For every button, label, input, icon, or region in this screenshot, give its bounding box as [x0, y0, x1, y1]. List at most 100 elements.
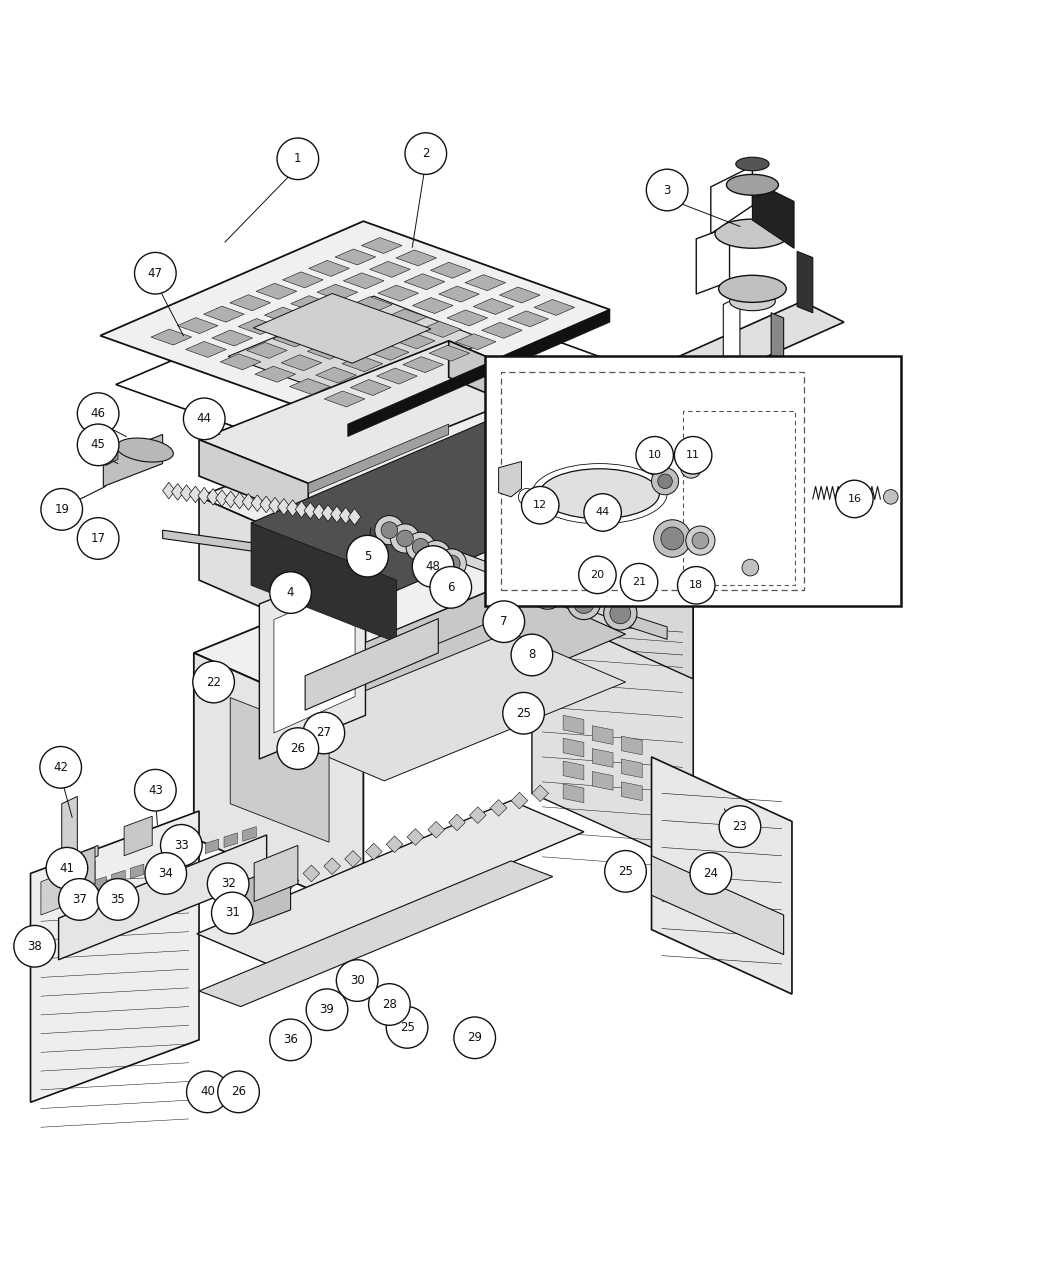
Polygon shape — [299, 320, 340, 335]
Polygon shape — [194, 653, 363, 912]
Circle shape — [307, 989, 347, 1031]
Text: 12: 12 — [533, 500, 548, 510]
Polygon shape — [711, 166, 752, 234]
Circle shape — [567, 586, 601, 619]
Circle shape — [208, 864, 249, 905]
Polygon shape — [626, 613, 668, 640]
Polygon shape — [112, 870, 125, 885]
Polygon shape — [205, 839, 219, 853]
Polygon shape — [229, 294, 270, 311]
Circle shape — [368, 984, 410, 1025]
Text: 29: 29 — [467, 1032, 482, 1045]
Circle shape — [675, 437, 712, 474]
Circle shape — [658, 474, 673, 488]
Polygon shape — [324, 391, 365, 407]
Polygon shape — [405, 274, 444, 289]
Ellipse shape — [715, 220, 790, 248]
Circle shape — [14, 925, 55, 968]
Text: 32: 32 — [221, 878, 236, 891]
Circle shape — [636, 437, 674, 474]
Polygon shape — [251, 495, 264, 511]
Circle shape — [511, 635, 553, 676]
Text: 26: 26 — [290, 743, 306, 756]
Polygon shape — [386, 837, 403, 853]
Text: 8: 8 — [528, 649, 536, 662]
Circle shape — [835, 481, 873, 518]
Polygon shape — [220, 894, 237, 911]
Polygon shape — [103, 434, 163, 487]
Text: 39: 39 — [319, 1004, 335, 1016]
Polygon shape — [622, 736, 642, 754]
Text: 37: 37 — [72, 893, 87, 906]
Text: 5: 5 — [364, 550, 371, 563]
Polygon shape — [149, 858, 163, 873]
Polygon shape — [254, 846, 298, 902]
Polygon shape — [309, 261, 349, 276]
Polygon shape — [622, 759, 642, 777]
Circle shape — [518, 488, 535, 505]
Text: 11: 11 — [686, 450, 700, 460]
Polygon shape — [448, 341, 553, 421]
Bar — [501, 373, 804, 591]
Polygon shape — [377, 368, 417, 384]
Polygon shape — [93, 876, 106, 891]
Polygon shape — [283, 873, 299, 889]
Polygon shape — [194, 519, 694, 727]
Circle shape — [686, 526, 715, 555]
Polygon shape — [199, 341, 553, 483]
Polygon shape — [305, 502, 317, 519]
Polygon shape — [448, 815, 465, 831]
Polygon shape — [429, 346, 469, 361]
Polygon shape — [412, 298, 453, 314]
Polygon shape — [369, 261, 410, 278]
Circle shape — [304, 712, 344, 754]
Circle shape — [396, 531, 413, 547]
Polygon shape — [343, 272, 384, 289]
Circle shape — [483, 601, 525, 642]
Polygon shape — [447, 310, 488, 326]
Polygon shape — [622, 781, 642, 801]
Polygon shape — [592, 749, 613, 767]
Circle shape — [41, 488, 82, 531]
Circle shape — [40, 747, 81, 788]
Circle shape — [681, 457, 702, 478]
Circle shape — [97, 879, 139, 920]
Polygon shape — [592, 771, 613, 790]
Polygon shape — [534, 299, 575, 315]
Polygon shape — [189, 486, 201, 502]
Polygon shape — [187, 846, 200, 860]
Polygon shape — [251, 523, 396, 642]
Polygon shape — [499, 461, 522, 497]
Circle shape — [883, 490, 898, 504]
Polygon shape — [335, 249, 375, 265]
Polygon shape — [511, 793, 528, 810]
Circle shape — [412, 538, 429, 555]
Polygon shape — [500, 287, 540, 303]
Circle shape — [621, 563, 658, 601]
Circle shape — [346, 536, 388, 577]
Circle shape — [652, 468, 679, 495]
Text: 27: 27 — [316, 726, 332, 739]
Polygon shape — [508, 311, 549, 326]
Circle shape — [406, 532, 435, 562]
Polygon shape — [378, 285, 418, 301]
Ellipse shape — [735, 157, 769, 171]
Circle shape — [77, 518, 119, 559]
Circle shape — [428, 547, 444, 563]
Ellipse shape — [539, 469, 659, 519]
Polygon shape — [203, 306, 244, 323]
Circle shape — [610, 603, 631, 623]
Text: 21: 21 — [632, 577, 646, 587]
Text: 24: 24 — [703, 867, 719, 880]
Circle shape — [501, 572, 522, 592]
Polygon shape — [592, 726, 613, 744]
Polygon shape — [220, 353, 261, 370]
Polygon shape — [490, 799, 507, 816]
Polygon shape — [697, 226, 729, 294]
Polygon shape — [171, 483, 184, 500]
Polygon shape — [251, 410, 657, 591]
Text: 34: 34 — [159, 867, 173, 880]
Polygon shape — [439, 287, 480, 302]
Text: 22: 22 — [207, 676, 221, 689]
Polygon shape — [652, 856, 783, 955]
